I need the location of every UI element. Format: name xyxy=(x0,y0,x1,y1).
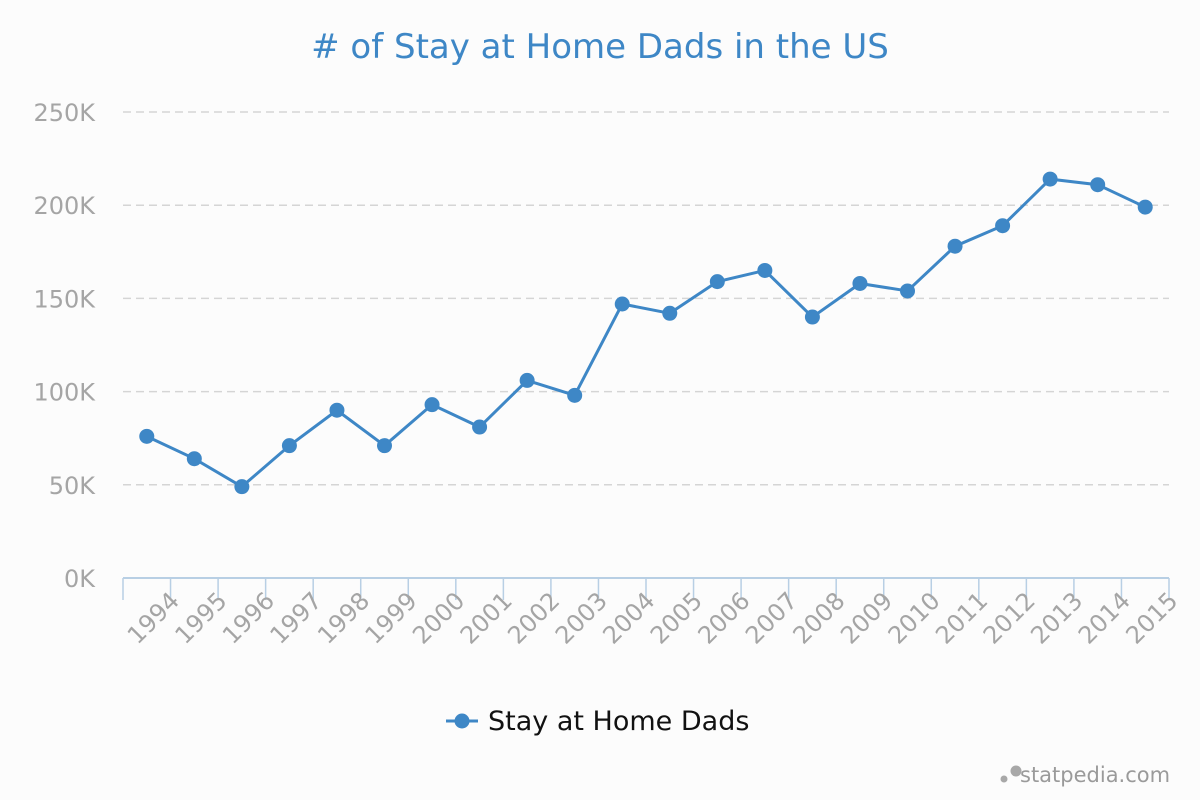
x-tick-label: 1997 xyxy=(265,587,328,650)
x-tick-label: 2011 xyxy=(930,587,993,650)
x-tick-label: 2008 xyxy=(788,587,851,650)
logo-dot-small xyxy=(1000,775,1008,783)
x-tick-label: 2012 xyxy=(978,587,1041,650)
x-tick-label: 1999 xyxy=(360,587,423,650)
logo-dot-large xyxy=(1010,765,1022,777)
x-axis-tick-labels: 1994199519961997199819992000200120022003… xyxy=(122,587,1183,650)
gridlines xyxy=(123,111,1169,486)
data-point-1996 xyxy=(234,479,250,495)
x-tick-label: 1995 xyxy=(170,587,233,650)
statpedia-logo: statpedia.com xyxy=(1000,763,1170,787)
data-point-2008 xyxy=(804,309,820,325)
data-point-1999 xyxy=(377,438,392,454)
data-point-2003 xyxy=(567,387,583,403)
x-tick-label: 2009 xyxy=(835,587,898,650)
x-tick-label: 2001 xyxy=(455,587,518,650)
y-axis-tick-labels: 0K 50K 100K 150K 200K 250K xyxy=(33,99,96,593)
y-tick-label: 50K xyxy=(49,472,97,500)
chart-title: # of Stay at Home Dads in the US xyxy=(311,27,889,67)
data-points xyxy=(139,171,1153,495)
y-tick-label: 0K xyxy=(64,565,96,593)
x-axis xyxy=(122,577,1170,600)
data-point-2000 xyxy=(424,397,440,413)
x-tick-label: 2015 xyxy=(1120,587,1183,650)
data-point-2007 xyxy=(757,262,773,278)
data-point-1997 xyxy=(281,438,297,454)
data-point-2005 xyxy=(662,305,678,321)
data-point-1998 xyxy=(329,402,345,418)
y-tick-label: 200K xyxy=(33,192,96,220)
x-tick-label: 2004 xyxy=(597,587,660,650)
y-tick-label: 100K xyxy=(33,379,96,407)
legend-label: Stay at Home Dads xyxy=(488,706,749,737)
x-tick-label: 2006 xyxy=(693,587,756,650)
x-tick-label: 2010 xyxy=(883,587,946,650)
data-point-2001 xyxy=(472,419,488,435)
data-point-2013 xyxy=(1042,171,1058,187)
x-tick-label: 1996 xyxy=(217,587,280,650)
x-tick-label: 2000 xyxy=(407,587,470,650)
data-point-2014 xyxy=(1090,177,1106,193)
x-tick-label: 2003 xyxy=(550,587,613,650)
y-tick-label: 250K xyxy=(33,99,96,127)
data-point-2002 xyxy=(519,372,535,388)
x-tick-label: 1998 xyxy=(312,587,375,650)
data-point-2006 xyxy=(709,274,725,290)
legend-marker-dot xyxy=(454,713,470,729)
x-tick-label: 2005 xyxy=(645,587,708,650)
x-tick-label: 2002 xyxy=(502,587,565,650)
data-point-2010 xyxy=(900,283,915,299)
y-tick-label: 150K xyxy=(33,285,96,313)
series-line-stay-at-home-dads xyxy=(146,177,1146,489)
data-point-2011 xyxy=(947,238,963,254)
data-point-1994 xyxy=(139,428,155,444)
x-tick-label: 2014 xyxy=(1073,587,1136,650)
x-tick-label: 2007 xyxy=(740,587,803,650)
data-point-2015 xyxy=(1137,199,1153,215)
data-point-2004 xyxy=(614,296,630,312)
x-tick-label: 1994 xyxy=(122,587,185,650)
legend: Stay at Home Dads xyxy=(446,706,749,737)
x-tick-label: 2013 xyxy=(1025,587,1088,650)
brand-text: statpedia.com xyxy=(1020,763,1170,787)
data-point-1995 xyxy=(186,451,202,467)
data-point-2012 xyxy=(995,218,1011,234)
data-point-2009 xyxy=(852,275,868,291)
